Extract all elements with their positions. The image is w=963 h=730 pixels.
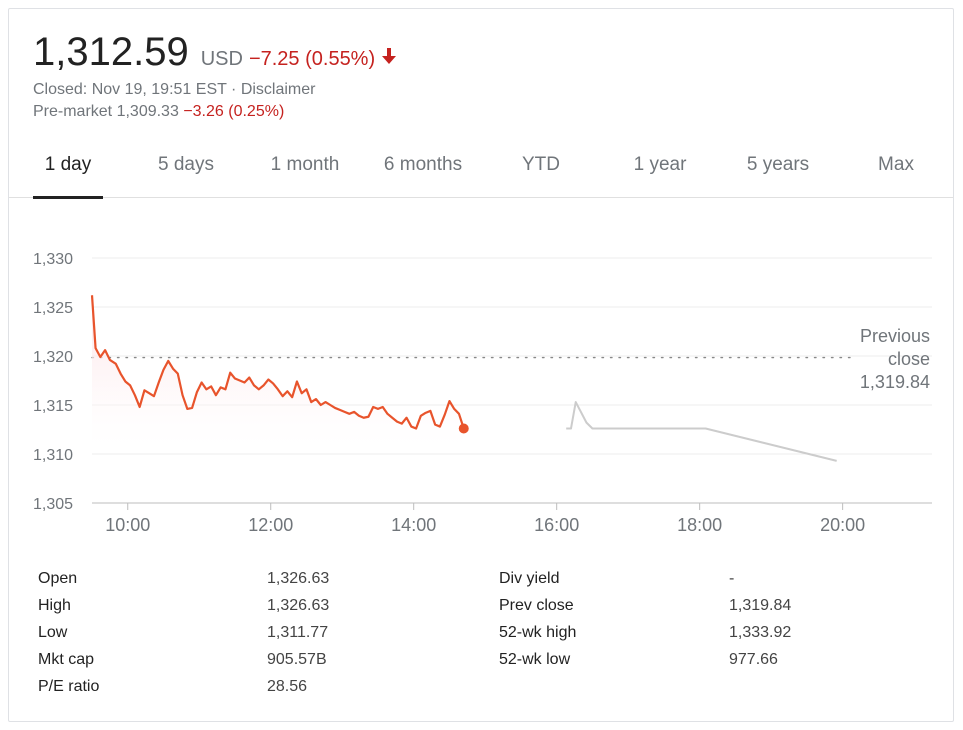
last-price-point bbox=[458, 423, 469, 434]
premarket-label: Pre-market 1,309.33 bbox=[33, 103, 179, 120]
premarket-change: −3.26 (0.25%) bbox=[183, 103, 285, 120]
x-tick-label: 10:00 bbox=[105, 515, 150, 535]
range-tabs bbox=[9, 146, 953, 200]
x-tick-label: 20:00 bbox=[820, 515, 865, 535]
stat-label: Open bbox=[38, 570, 78, 587]
tabs-divider bbox=[9, 197, 953, 198]
tab-6-months[interactable]: 6 months bbox=[383, 154, 463, 175]
stat-value: 1,319.84 bbox=[729, 597, 792, 614]
active-tab-indicator bbox=[33, 196, 103, 199]
stat-value: 28.56 bbox=[267, 678, 308, 695]
y-tick-label: 1,320 bbox=[33, 349, 73, 366]
stat-value: 1,333.92 bbox=[729, 624, 792, 641]
stat-label: 52-wk low bbox=[499, 651, 571, 668]
stat-value: 1,311.77 bbox=[267, 624, 329, 641]
price-chart: 1,330 1,325 1,320 1,315 1,310 1,305 10:00 12:00… bbox=[33, 251, 932, 535]
price-change: −7.25 (0.55%) bbox=[248, 48, 376, 70]
arrow-down-icon bbox=[382, 48, 397, 64]
y-tick-label: 1,310 bbox=[33, 447, 73, 464]
price-row: 1,312.59 USD −7.25 (0.55%) bbox=[33, 30, 397, 76]
previous-close-label: 1,319.84 bbox=[860, 372, 930, 392]
currency: USD bbox=[200, 48, 243, 70]
stat-label: Prev close bbox=[499, 597, 574, 614]
tab-1-year[interactable]: 1 year bbox=[633, 154, 687, 175]
tab-1-month[interactable]: 1 month bbox=[270, 154, 340, 175]
x-tick-label: 14:00 bbox=[391, 515, 436, 535]
y-tick-label: 1,305 bbox=[33, 496, 73, 513]
stat-row: 52-wk low 977.66 bbox=[499, 649, 829, 676]
stat-label: Mkt cap bbox=[38, 651, 95, 668]
previous-close-label: close bbox=[888, 349, 930, 369]
current-price: 1,312.59 bbox=[33, 30, 189, 74]
x-tick-label: 18:00 bbox=[677, 515, 722, 535]
stat-row: Div yield - bbox=[499, 568, 829, 595]
tab-1-day[interactable]: 1 day bbox=[44, 154, 92, 175]
y-tick-label: 1,315 bbox=[33, 398, 73, 415]
stat-value: 905.57B bbox=[267, 651, 327, 668]
closed-info: Closed: Nov 19, 19:51 EST · Disclaimer bbox=[33, 81, 316, 98]
tab-ytd[interactable]: YTD bbox=[522, 154, 560, 175]
stat-label: High bbox=[38, 597, 71, 614]
x-tick-label: 16:00 bbox=[534, 515, 579, 535]
stats-left: Open 1,326.63 High 1,326.63 Low 1,311.77 Mkt c… bbox=[38, 568, 368, 703]
stat-label: 52-wk high bbox=[499, 624, 577, 641]
stat-label: P/E ratio bbox=[38, 678, 100, 695]
x-tick-label: 12:00 bbox=[248, 515, 293, 535]
stats-right: Div yield - Prev close 1,319.84 52-wk high 1,… bbox=[499, 568, 829, 676]
stat-row: Prev close 1,319.84 bbox=[499, 595, 829, 622]
stat-row: P/E ratio 28.56 bbox=[38, 676, 368, 703]
stat-label: Div yield bbox=[499, 570, 560, 587]
tab-5-years[interactable]: 5 years bbox=[746, 154, 810, 175]
previous-close-label: Previous bbox=[860, 326, 930, 346]
stat-value: 1,326.63 bbox=[267, 570, 330, 587]
stat-row: Low 1,311.77 bbox=[38, 622, 368, 649]
after-hours-line bbox=[566, 401, 837, 462]
stat-value: 977.66 bbox=[729, 651, 778, 668]
tab-max[interactable]: Max bbox=[878, 154, 914, 175]
price-line bbox=[90, 295, 465, 430]
tab-5-days[interactable]: 5 days bbox=[158, 154, 214, 175]
stat-label: Low bbox=[38, 624, 68, 641]
stat-row: 52-wk high 1,333.92 bbox=[499, 622, 829, 649]
stat-row: High 1,326.63 bbox=[38, 595, 368, 622]
price-area bbox=[92, 295, 464, 448]
stat-value: 1,326.63 bbox=[267, 597, 330, 614]
y-tick-label: 1,325 bbox=[33, 300, 73, 317]
stat-value: - bbox=[729, 570, 735, 587]
premarket-info: Pre-market 1,309.33 −3.26 (0.25%) bbox=[33, 103, 284, 121]
y-tick-label: 1,330 bbox=[33, 251, 73, 268]
stat-row: Mkt cap 905.57B bbox=[38, 649, 368, 676]
stat-row: Open 1,326.63 bbox=[38, 568, 368, 595]
